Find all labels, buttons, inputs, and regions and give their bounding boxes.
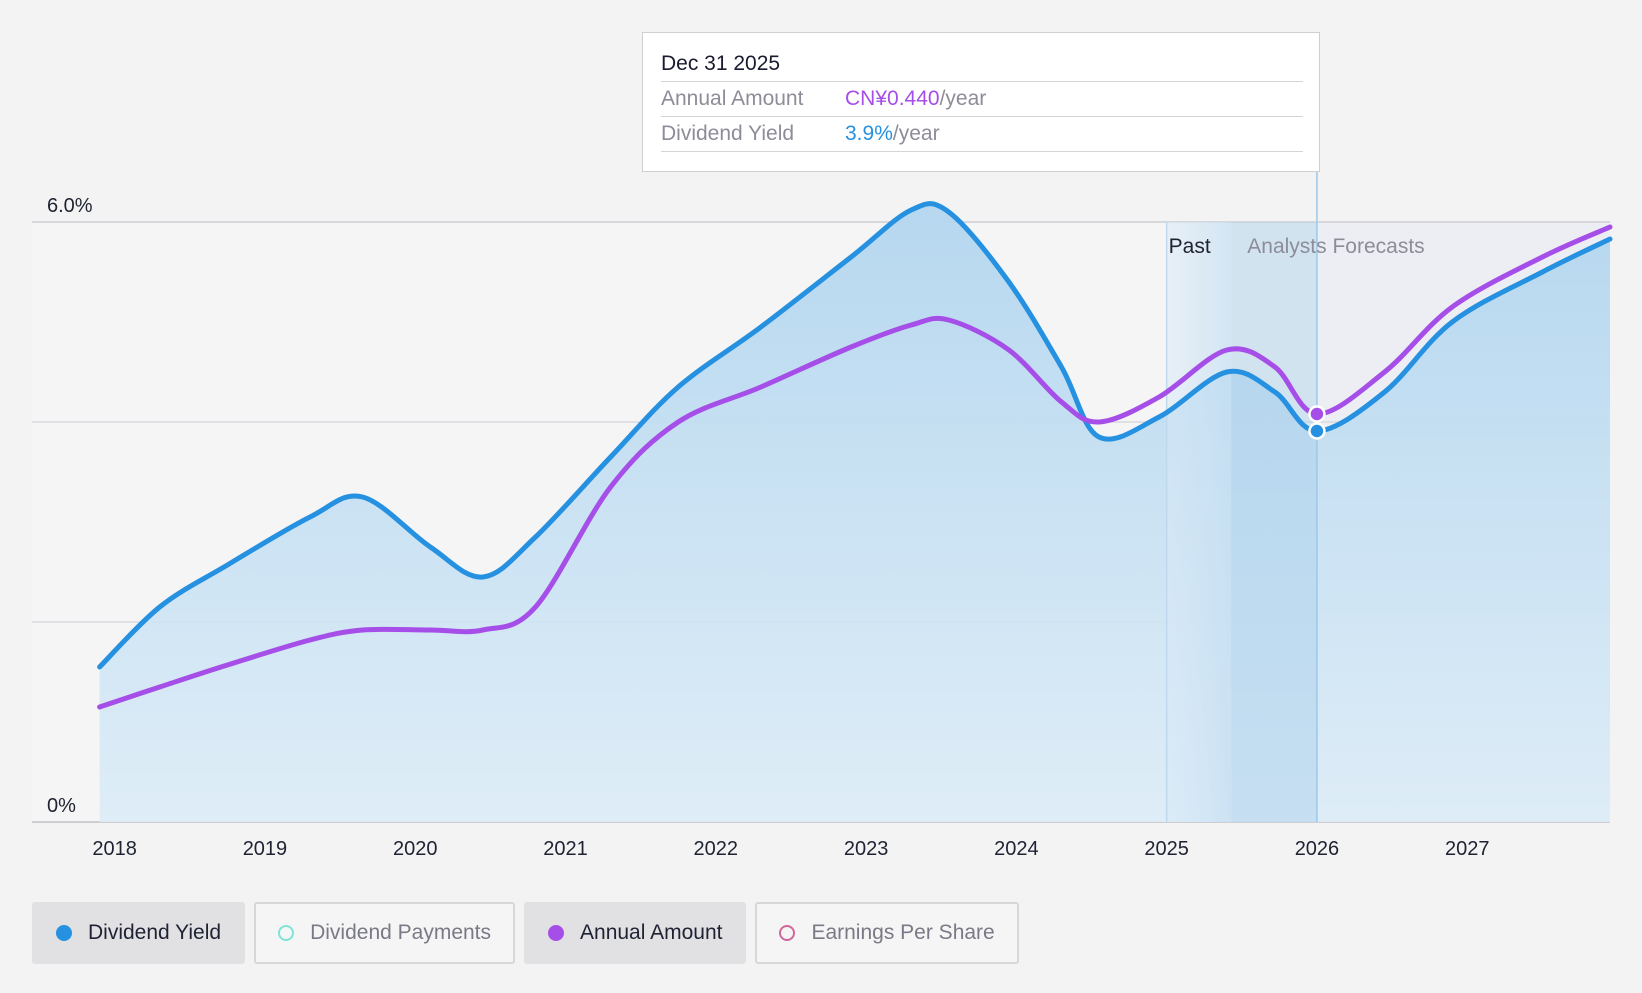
x-tick-label: 2027 — [1445, 838, 1490, 860]
x-tick-label: 2022 — [694, 838, 739, 860]
past-band — [1166, 222, 1232, 822]
tooltip-dividend-yield-value: 3.9% — [845, 122, 893, 145]
x-tick-label: 2024 — [994, 838, 1039, 860]
legend-dividend-payments-dot-icon — [278, 925, 295, 941]
legend-dividend-payments-button[interactable]: Dividend Payments — [254, 902, 516, 964]
tooltip-dividend-yield-label: Dividend Yield — [661, 122, 795, 145]
chart-tooltip: Dec 31 2025 Annual Amount CN¥0.440 /year… — [642, 32, 1320, 172]
x-tick-label: 2023 — [844, 838, 889, 860]
past-band-highlight — [1231, 222, 1317, 822]
x-tick-label: 2025 — [1144, 838, 1189, 860]
tooltip-annual-amount-unit: /year — [939, 87, 987, 110]
dividend-yield-area — [99, 203, 1611, 823]
legend-annual-amount-dot-icon — [548, 925, 565, 941]
annual-amount-marker — [1308, 405, 1326, 423]
x-tick-label: 2020 — [393, 838, 438, 860]
tooltip-date: Dec 31 2025 — [661, 47, 1303, 82]
legend-dividend-payments-label: Dividend Payments — [310, 921, 492, 944]
x-tick-label: 2021 — [543, 838, 588, 860]
annual-amount-line — [97, 224, 1613, 710]
legend-earnings-per-share-dot-icon — [779, 925, 796, 941]
tooltip-annual-amount-label: Annual Amount — [661, 87, 804, 110]
x-tick-label: 2026 — [1295, 838, 1340, 860]
tooltip-annual-amount-value: CN¥0.440 — [845, 87, 940, 110]
y-tick-label: 6.0% — [47, 195, 93, 217]
past-label: Past — [1169, 235, 1211, 258]
tooltip-dividend-yield-row: Dividend Yield 3.9% /year — [661, 117, 1303, 152]
legend-annual-amount-label: Annual Amount — [580, 921, 723, 944]
y-tick-label: 0% — [47, 795, 76, 817]
legend-annual-amount-button[interactable]: Annual Amount — [524, 902, 747, 964]
legend-dividend-yield-button[interactable]: Dividend Yield — [32, 902, 246, 964]
dividend-yield-marker — [1308, 422, 1326, 440]
forecast-label: Analysts Forecasts — [1247, 235, 1424, 258]
chart-legend: Dividend Yield Dividend Payments Annual Am… — [32, 902, 1019, 964]
x-tick-label: 2019 — [243, 838, 288, 860]
tooltip-annual-amount-row: Annual Amount CN¥0.440 /year — [661, 82, 1303, 117]
legend-earnings-per-share-label: Earnings Per Share — [811, 921, 995, 944]
tooltip-dividend-yield-unit: /year — [892, 122, 940, 145]
legend-dividend-yield-dot-icon — [56, 925, 72, 941]
legend-earnings-per-share-button[interactable]: Earnings Per Share — [755, 902, 1019, 964]
legend-dividend-yield-label: Dividend Yield — [88, 921, 222, 944]
x-tick-label: 2018 — [92, 838, 137, 860]
